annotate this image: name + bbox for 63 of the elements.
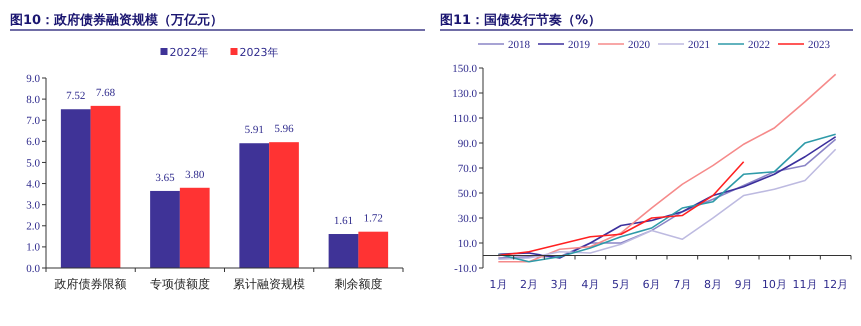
legend-label: 2020 [628,39,650,51]
chart-title: 图11：国债发行节奏（%） [440,13,602,28]
line-series [498,160,744,256]
y-tick-label: -10.0 [454,262,478,275]
y-tick-label: 30.0 [458,212,478,225]
x-tick-label: 1月 [489,278,508,291]
data-label: 5.91 [244,124,264,136]
line-series [498,73,836,263]
bar [60,109,91,268]
x-tick-label: 12月 [823,278,848,291]
x-tick-label: 7月 [673,278,692,291]
y-tick-label: 9.0 [26,72,40,85]
chart-title: 图10：政府债券融资规模（万亿元） [10,12,224,28]
data-label: 1.72 [364,212,383,225]
x-tick-label: 9月 [734,278,753,291]
y-tick-label: 3.0 [26,200,40,212]
y-tick-label: 4.0 [26,178,40,190]
x-tick-label: 5月 [612,278,630,291]
legend-label: 2022年 [170,46,208,59]
legend-label: 2018 [508,39,530,51]
legend-label: 2023年 [240,46,278,59]
x-tick-label: 8月 [704,278,722,291]
x-tick-label: 6月 [642,278,661,291]
data-label: 3.65 [155,172,176,184]
x-tick-label: 剩余额度 [334,277,382,291]
data-label: 5.96 [274,123,294,136]
y-tick-label: 7.0 [26,115,40,128]
data-label: 7.52 [66,90,86,102]
data-label: 7.68 [96,86,116,99]
legend-label: 2019 [568,39,590,51]
bar [239,143,270,268]
y-tick-label: 90.0 [458,138,478,150]
x-tick-label: 政府债券限额 [54,277,127,291]
x-tick-label: 10月 [762,278,787,291]
bar [180,188,210,268]
data-label: 1.61 [334,215,354,228]
y-tick-label: 50.0 [458,188,478,200]
y-tick-label: 130.0 [452,88,478,100]
y-tick-label: 2.0 [26,220,40,233]
legend-label: 2023 [808,39,830,51]
y-tick-label: 0.0 [26,262,40,275]
legend-label: 2021 [688,39,710,51]
bar [90,106,120,268]
y-tick-label: 5.0 [26,157,40,170]
y-tick-label: 150.0 [452,62,478,75]
x-tick-label: 11月 [792,278,818,291]
y-tick-label: 6.0 [26,136,40,148]
x-tick-label: 累计融资规模 [233,277,306,291]
bar [328,234,358,268]
y-tick-label: 1.0 [26,242,40,254]
x-tick-label: 2月 [520,278,538,291]
x-tick-label: 3月 [550,278,569,291]
bar [269,142,299,268]
y-tick-label: 110.0 [452,112,478,125]
legend-label: 2022 [748,39,770,51]
bar [358,232,388,268]
y-tick-label: 10.0 [458,238,478,250]
x-tick-label: 专项债额度 [150,277,210,291]
y-tick-label: 8.0 [26,94,40,106]
y-tick-label: 70.0 [458,162,478,175]
data-label: 3.80 [185,168,205,181]
bar [150,190,180,268]
x-tick-label: 4月 [581,278,600,291]
